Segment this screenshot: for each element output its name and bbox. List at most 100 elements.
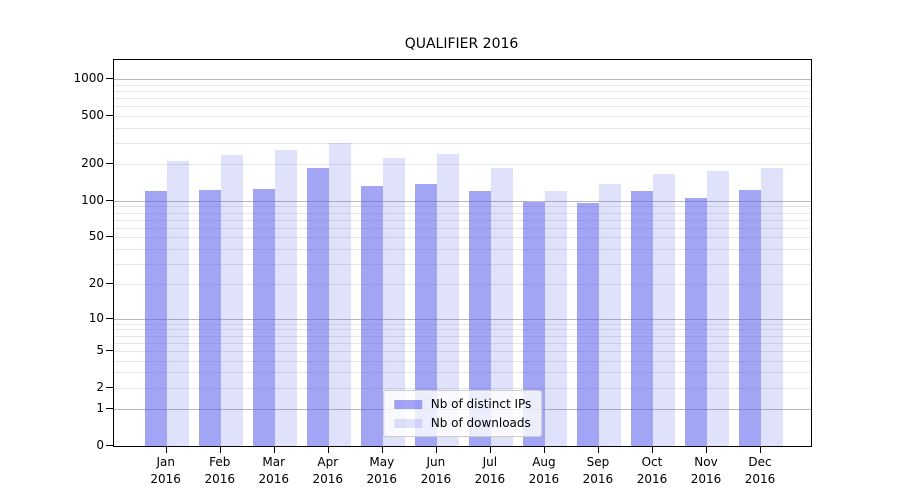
legend: Nb of distinct IPs Nb of downloads: [382, 390, 543, 437]
bar-dec-downloads: [761, 168, 784, 446]
bar-jan-distinct-ips: [144, 191, 167, 446]
bar-apr-distinct-ips: [306, 167, 329, 446]
bar-mar-distinct-ips: [252, 189, 275, 446]
bar-nov-downloads: [707, 171, 729, 446]
bar-jul-downloads: [490, 168, 513, 446]
legend-row-downloads: Nb of downloads: [393, 416, 532, 430]
y-tick-label: 200: [81, 156, 104, 171]
x-tick-mark: [165, 446, 167, 453]
minor-gridline: [114, 372, 811, 374]
minor-gridline: [114, 115, 811, 117]
x-tick-mark: [381, 446, 383, 453]
x-tick-mark: [543, 446, 545, 453]
y-tick-mark: [106, 163, 113, 165]
minor-gridline: [114, 342, 811, 344]
minor-gridline: [114, 84, 811, 86]
x-tick-mark: [760, 446, 762, 453]
y-tick-mark: [106, 408, 113, 410]
major-gridline: [114, 79, 811, 81]
minor-gridline: [114, 263, 811, 265]
bar-sep-downloads: [598, 183, 621, 446]
x-tick-mark: [597, 446, 599, 453]
bar-nov-distinct-ips: [685, 197, 707, 446]
x-tick-mark: [435, 446, 437, 453]
y-tick-label: 100: [81, 192, 104, 207]
bar-aug-distinct-ips: [522, 202, 545, 446]
x-tick-label-apr: Apr 2016: [312, 455, 344, 486]
y-tick-label: 20: [88, 276, 104, 291]
x-tick-label-sep: Sep 2016: [582, 455, 614, 486]
legend-swatch-distinct-ips: [393, 399, 422, 409]
y-tick-label: 0: [96, 438, 104, 452]
minor-gridline: [114, 97, 811, 99]
bar-may-distinct-ips: [360, 185, 383, 446]
bar-jul-distinct-ips: [468, 191, 491, 446]
bar-dec-distinct-ips: [739, 189, 762, 446]
minor-gridline: [114, 212, 811, 214]
x-tick-mark: [651, 446, 653, 453]
y-tick-mark: [106, 78, 113, 80]
y-tick-mark: [106, 199, 113, 201]
x-tick-label-dec: Dec 2016: [744, 455, 776, 486]
x-tick-label-mar: Mar 2016: [258, 455, 290, 486]
bar-may-downloads: [382, 158, 405, 446]
minor-gridline: [114, 164, 811, 166]
y-tick-mark: [106, 283, 113, 285]
x-tick-label-jan: Jan 2016: [150, 455, 181, 486]
bar-feb-downloads: [220, 154, 243, 446]
legend-label-distinct-ips: Nb of distinct IPs: [430, 397, 532, 411]
minor-gridline: [114, 237, 811, 239]
y-tick-mark: [106, 317, 113, 319]
x-tick-mark: [273, 446, 275, 453]
major-gridline: [114, 200, 811, 202]
legend-row-distinct-ips: Nb of distinct IPs: [393, 397, 532, 411]
bar-feb-distinct-ips: [198, 189, 221, 446]
bar-jan-downloads: [166, 160, 189, 446]
y-tick-label: 50: [88, 229, 104, 244]
y-tick-mark: [106, 445, 113, 446]
y-tick-label: 1000: [73, 71, 104, 86]
minor-gridline: [114, 284, 811, 286]
minor-gridline: [114, 350, 811, 352]
bar-aug-downloads: [544, 190, 567, 446]
bar-oct-downloads: [652, 173, 675, 446]
y-tick-mark: [106, 349, 113, 351]
minor-gridline: [114, 387, 811, 389]
minor-gridline: [114, 127, 811, 129]
legend-swatch-downloads: [393, 418, 422, 428]
plot-area: Nb of distinct IPs Nb of downloads: [113, 59, 812, 447]
x-tick-label-feb: Feb 2016: [204, 455, 235, 486]
minor-gridline: [114, 106, 811, 108]
y-tick-label: 10: [88, 310, 104, 325]
x-tick-label-may: May 2016: [366, 455, 398, 486]
major-gridline: [114, 318, 811, 320]
y-tick-mark: [106, 386, 113, 388]
x-tick-label-oct: Oct 2016: [636, 455, 668, 486]
minor-gridline: [114, 335, 811, 337]
x-tick-mark: [706, 446, 707, 453]
bar-apr-downloads: [328, 143, 351, 446]
bar-sep-distinct-ips: [576, 203, 599, 446]
minor-gridline: [114, 329, 811, 331]
minor-gridline: [114, 219, 811, 221]
chart-title: QUALIFIER 2016: [404, 36, 519, 52]
y-tick-label: 2: [96, 379, 104, 394]
x-tick-mark: [489, 446, 491, 453]
legend-label-downloads: Nb of downloads: [430, 416, 531, 430]
minor-gridline: [114, 142, 811, 144]
y-tick-mark: [106, 114, 113, 116]
bar-mar-downloads: [274, 150, 297, 446]
y-tick-label: 1: [96, 401, 104, 416]
y-tick-mark: [106, 236, 113, 238]
minor-gridline: [114, 323, 811, 325]
y-tick-label: 5: [96, 342, 104, 357]
minor-gridline: [114, 248, 811, 250]
bar-jun-distinct-ips: [414, 183, 437, 446]
x-tick-label-jun: Jun 2016: [420, 455, 452, 486]
y-tick-label: 500: [81, 107, 104, 122]
x-tick-mark: [219, 446, 221, 453]
x-tick-mark: [327, 446, 329, 453]
bar-jun-downloads: [436, 153, 459, 446]
bar-oct-distinct-ips: [630, 191, 653, 446]
